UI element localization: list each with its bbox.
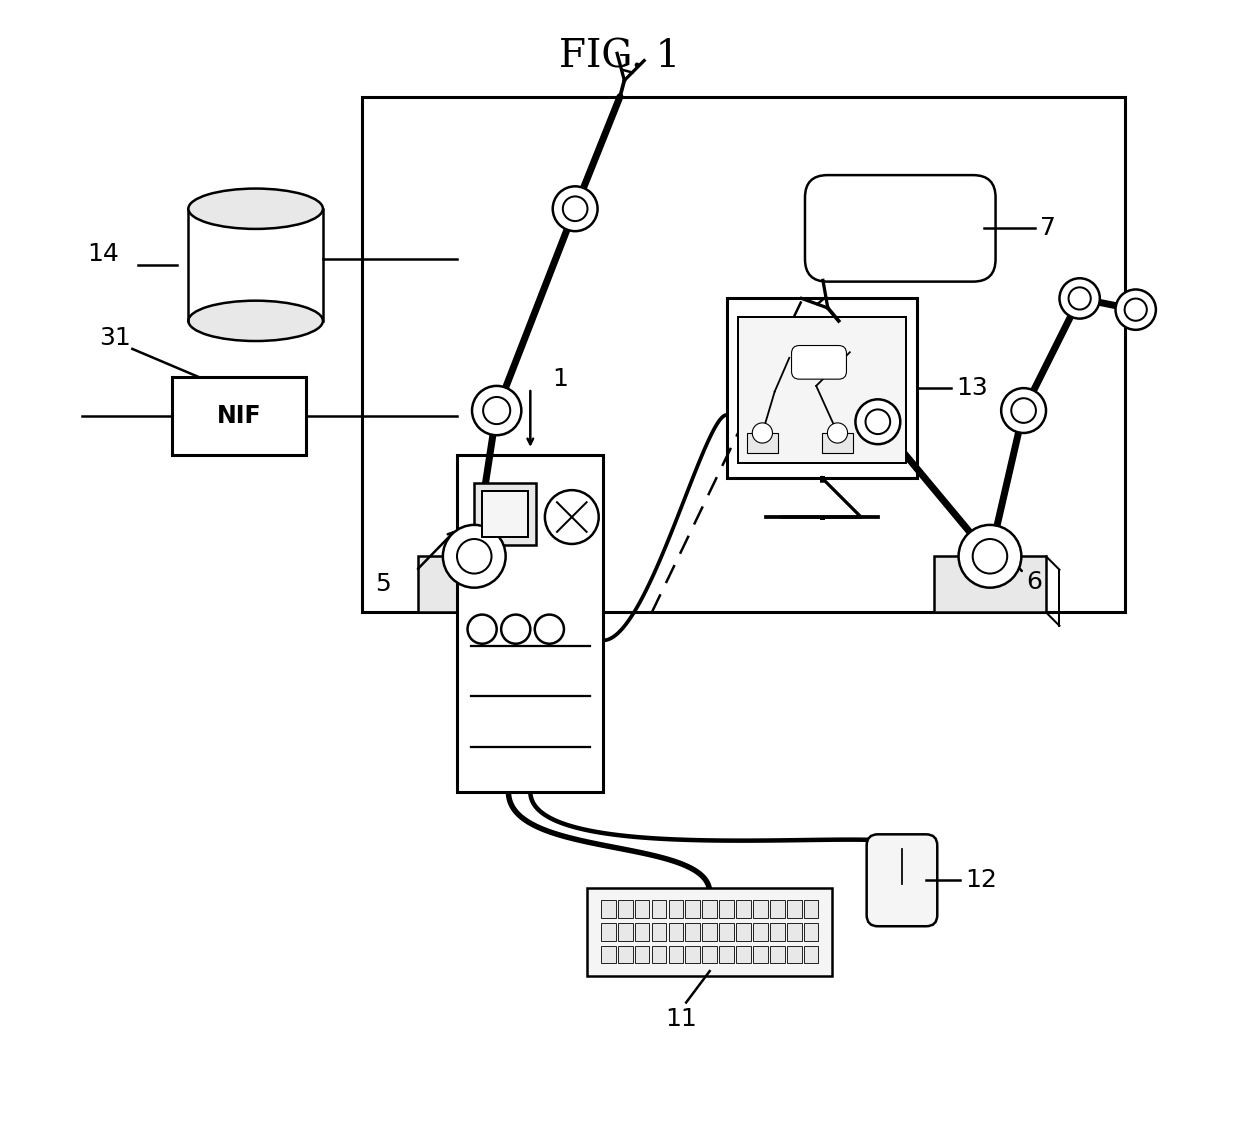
Bar <box>746 432 777 453</box>
Circle shape <box>443 524 506 588</box>
Bar <box>719 945 734 964</box>
Circle shape <box>959 524 1022 588</box>
Bar <box>787 923 801 941</box>
Bar <box>822 432 853 453</box>
Bar <box>618 900 632 918</box>
Bar <box>635 923 650 941</box>
Bar <box>719 900 734 918</box>
Bar <box>618 945 632 964</box>
Bar <box>737 900 751 918</box>
Bar <box>686 945 701 964</box>
Bar <box>737 945 751 964</box>
Text: 12: 12 <box>965 868 997 892</box>
Bar <box>702 900 717 918</box>
Bar <box>770 945 785 964</box>
Text: 6: 6 <box>1025 570 1042 594</box>
Bar <box>738 318 906 463</box>
Bar <box>719 923 734 941</box>
Bar <box>668 923 683 941</box>
Circle shape <box>472 386 521 435</box>
Text: NIF: NIF <box>217 404 262 428</box>
Text: 31: 31 <box>99 326 130 350</box>
Circle shape <box>1001 388 1047 432</box>
Circle shape <box>827 423 848 443</box>
Bar <box>635 945 650 964</box>
Text: 13: 13 <box>956 376 988 401</box>
Bar <box>804 900 818 918</box>
FancyBboxPatch shape <box>791 345 847 379</box>
FancyBboxPatch shape <box>867 834 937 926</box>
Ellipse shape <box>188 301 322 340</box>
Bar <box>804 923 818 941</box>
Bar <box>601 945 615 964</box>
Polygon shape <box>766 484 878 518</box>
Bar <box>458 455 603 792</box>
Bar <box>618 923 632 941</box>
Circle shape <box>856 400 900 444</box>
Bar <box>362 96 1125 613</box>
Text: 14: 14 <box>88 242 119 266</box>
Bar <box>702 923 717 941</box>
Bar <box>668 945 683 964</box>
Ellipse shape <box>188 188 322 229</box>
Text: 1: 1 <box>553 367 569 392</box>
Bar <box>601 923 615 941</box>
Circle shape <box>553 186 598 232</box>
Bar <box>702 945 717 964</box>
Circle shape <box>1059 278 1100 319</box>
Bar <box>668 900 683 918</box>
Bar <box>934 556 1047 613</box>
Bar <box>753 900 768 918</box>
Bar <box>474 484 536 545</box>
Bar <box>787 900 801 918</box>
Bar <box>652 923 666 941</box>
Circle shape <box>1116 289 1156 330</box>
Bar <box>482 491 528 537</box>
Bar <box>804 945 818 964</box>
Bar <box>753 945 768 964</box>
Bar <box>770 900 785 918</box>
Text: 5: 5 <box>376 572 392 596</box>
Bar <box>652 945 666 964</box>
Circle shape <box>753 423 773 443</box>
Bar <box>635 900 650 918</box>
Text: 11: 11 <box>666 1007 697 1032</box>
Bar <box>171 377 306 455</box>
Text: FIG. 1: FIG. 1 <box>559 39 681 76</box>
Bar <box>686 923 701 941</box>
FancyBboxPatch shape <box>588 889 832 976</box>
Bar <box>753 923 768 941</box>
Bar <box>601 900 615 918</box>
Bar <box>652 900 666 918</box>
Bar <box>737 923 751 941</box>
Text: 7: 7 <box>1040 217 1056 241</box>
FancyBboxPatch shape <box>805 175 996 281</box>
Bar <box>418 556 531 613</box>
Bar <box>787 945 801 964</box>
Bar <box>727 299 918 478</box>
Bar <box>770 923 785 941</box>
Bar <box>686 900 701 918</box>
